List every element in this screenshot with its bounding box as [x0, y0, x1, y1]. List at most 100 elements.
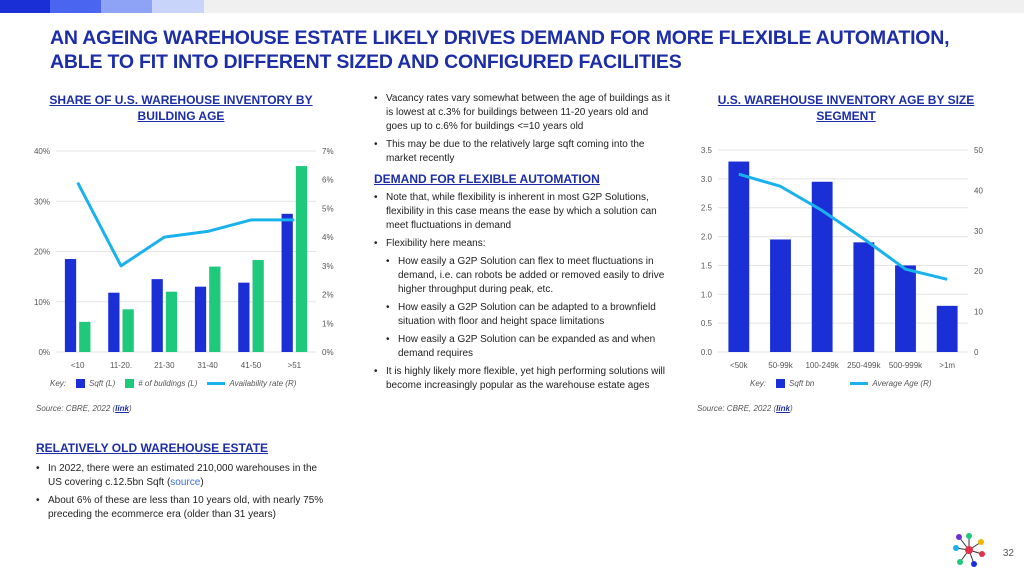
bullet-item: • Note that, while flexibility is inheren…: [374, 191, 670, 233]
bullet-text: About 6% of these are less than 10 years…: [48, 495, 324, 520]
source-text: Source: CBRE, 2022 (: [36, 404, 116, 413]
bar: [194, 286, 207, 352]
old-estate-bullets: • In 2022, there were an estimated 210,00…: [36, 462, 326, 526]
legend-item-sqft: Sqft (L): [76, 379, 115, 388]
sub-bullet-item: • How easily a G2P Solution can flex to m…: [374, 255, 670, 297]
bar: [79, 321, 91, 352]
x-tick-label: 11-20.: [110, 361, 132, 370]
legend-swatch: [76, 379, 86, 388]
bullet-text: This may be due to the relatively large …: [386, 139, 645, 164]
bullet-text: How easily a G2P Solution can flex to me…: [398, 256, 665, 295]
bullet-marker: •: [374, 192, 378, 203]
left-chart: 0% 10% 20% 30% 40% 0% 1% 2% 3% 4% 5% 6% 7% <10 11-20. 2…: [34, 147, 334, 370]
bar: [165, 291, 178, 352]
y-left-tick-label: 0.0: [701, 348, 713, 357]
legend-item-average-age: Average Age (R): [850, 379, 932, 388]
legend-label: # of buildings (L): [138, 379, 198, 388]
y-right-tick-label: 5%: [322, 204, 334, 213]
bullet-text-part: In 2022, there were an estimated 210,000…: [48, 463, 318, 488]
bullet-text: Flexibility here means:: [386, 238, 486, 249]
y-right-tick-label: 6%: [322, 176, 334, 185]
y-right-tick-label: 50: [974, 146, 983, 155]
right-chart-source: Source: CBRE, 2022 (link): [697, 404, 793, 413]
bullet-marker: •: [374, 238, 378, 249]
legend-label: Sqft (L): [89, 379, 116, 388]
bar: [770, 239, 791, 352]
source-text: Source: CBRE, 2022 (: [697, 404, 777, 413]
source-link[interactable]: link: [115, 404, 129, 413]
y-right-tick-label: 40: [974, 186, 983, 195]
top-color-bar: [0, 0, 204, 13]
bar: [238, 282, 250, 352]
x-tick-label: 100-249k: [805, 361, 839, 370]
company-logo-icon: [953, 533, 985, 567]
bar: [108, 292, 120, 352]
legend-key-label: Key:: [750, 379, 767, 388]
bullet-text: How easily a G2P Solution can be adapted…: [398, 302, 656, 327]
bar: [295, 166, 308, 352]
flexible-automation-bullets: • Note that, while flexibility is inheren…: [374, 191, 670, 397]
source-link[interactable]: link: [776, 404, 790, 413]
bar: [728, 161, 750, 352]
bar: [936, 305, 958, 352]
bullet-text: In 2022, there were an estimated 210,000…: [48, 462, 326, 490]
source-text-end: ): [128, 404, 132, 413]
y-left-tick-label: 1.0: [701, 290, 713, 299]
bullet-text: It is highly likely more flexible, yet h…: [386, 366, 666, 391]
legend-label: Sqft bn: [789, 379, 815, 388]
y-left-tick-label: 0%: [38, 348, 50, 357]
right-chart: 0.0 0.5 1.0 1.5 2.0 2.5 3.0 3.5 0 10 20 30 40 50 <50k 5…: [701, 146, 984, 370]
bar: [64, 259, 77, 352]
bullet-item: • About 6% of these are less than 10 year…: [36, 494, 326, 522]
series-line: [76, 181, 295, 268]
legend-key-label: Key:: [50, 379, 67, 388]
bar: [209, 266, 221, 352]
page-number: 32: [1002, 548, 1014, 559]
bullet-marker: •: [374, 93, 378, 104]
bullet-text: Note that, while flexibility is inherent…: [386, 192, 657, 231]
source-link[interactable]: source: [170, 477, 201, 488]
bullet-marker: •: [386, 256, 390, 267]
sub-bullet-item: • How easily a G2P Solution can be adapte…: [374, 301, 670, 329]
x-tick-label: >51: [288, 361, 302, 370]
bar: [281, 213, 293, 352]
y-right-tick-label: 10: [974, 308, 983, 317]
bar: [895, 265, 916, 352]
x-tick-label: <50k: [730, 361, 749, 370]
legend-label: Average Age (R): [872, 379, 932, 388]
bar: [811, 181, 833, 352]
y-right-tick-label: 7%: [322, 147, 334, 156]
x-tick-label: 500-999k: [889, 361, 923, 370]
legend-item-sqft-bn: Sqft bn: [776, 379, 814, 388]
bullet-text: How easily a G2P Solution can be expande…: [398, 334, 656, 359]
x-tick-label: >1m: [939, 361, 955, 370]
y-right-tick-label: 30: [974, 227, 983, 236]
bullet-marker: •: [36, 463, 40, 474]
top-bar-segment: [152, 0, 204, 13]
y-left-tick-label: 3.5: [701, 146, 713, 155]
slide-title: AN AGEING WAREHOUSE ESTATE LIKELY DRIVES…: [50, 27, 950, 73]
flexible-automation-heading: DEMAND FOR FLEXIBLE AUTOMATION: [374, 172, 600, 186]
bullet-item: • Vacancy rates vary somewhat between the…: [374, 92, 670, 134]
bullet-text: Vacancy rates vary somewhat between the …: [386, 93, 670, 132]
y-right-tick-label: 4%: [322, 233, 334, 242]
legend-swatch: [125, 379, 135, 388]
y-right-tick-label: 0%: [322, 348, 334, 357]
y-left-tick-label: 1.5: [701, 261, 713, 270]
x-tick-label: 21-30: [154, 361, 175, 370]
legend-item-availability: Availability rate (R): [207, 379, 296, 388]
y-left-tick-label: 2.0: [701, 233, 713, 242]
bullet-item: • In 2022, there were an estimated 210,00…: [36, 462, 326, 490]
y-right-tick-label: 2%: [322, 291, 334, 300]
x-tick-label: 50-99k: [768, 361, 793, 370]
bar: [122, 309, 134, 352]
left-chart-legend: Key: Sqft (L) # of buildings (L) Availab…: [50, 379, 306, 388]
y-left-tick-label: 0.5: [701, 319, 713, 328]
bullet-text-part: ): [200, 477, 204, 488]
series-line: [738, 172, 948, 281]
bar: [853, 242, 875, 352]
top-bar-background: [204, 0, 1024, 13]
y-left-tick-label: 10%: [34, 298, 50, 307]
legend-label: Availability rate (R): [229, 379, 297, 388]
bullet-marker: •: [36, 495, 40, 506]
